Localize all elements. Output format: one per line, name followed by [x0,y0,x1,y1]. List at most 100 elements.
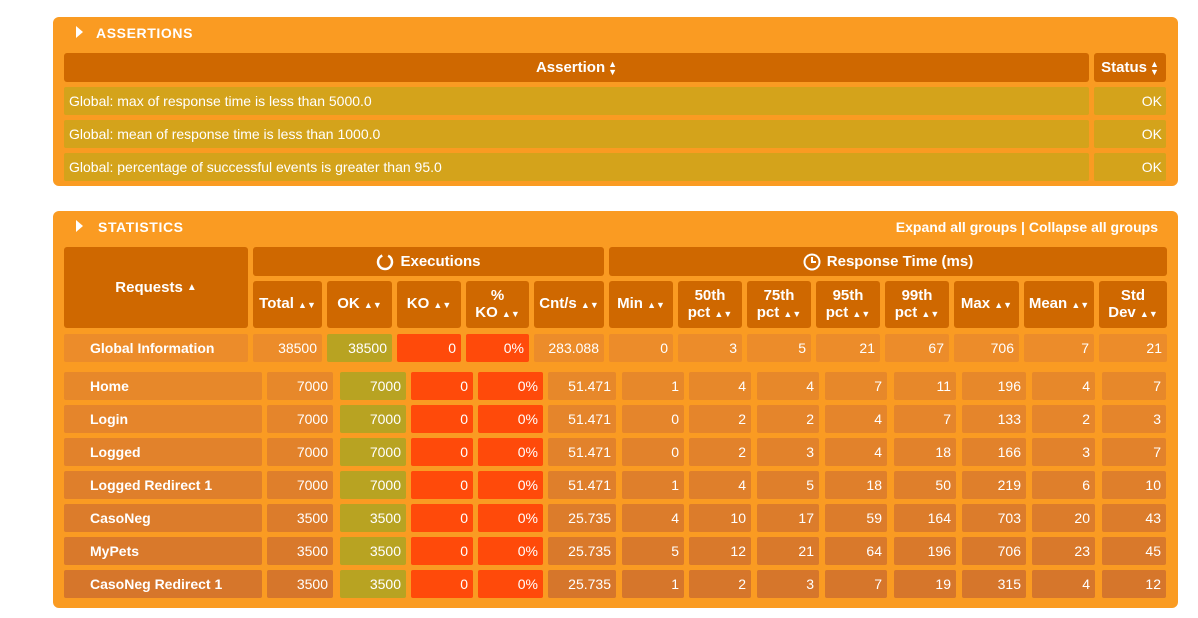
column-header-p99[interactable]: 99th pct99thpct ▲▼ [885,281,949,328]
column-header-text: 50th pct ▲▼ [687,286,733,321]
stat-cell-p95: 7 [825,372,887,400]
column-header-text: 75th pct ▲▼ [756,286,802,321]
stat-cell-ok: 7000 [340,471,406,499]
stat-cell-cnt-per-sec: 283.088 [534,334,604,362]
stat-cell-min: 1 [622,372,684,400]
column-header-std-dev[interactable]: Std DevStdDev ▲▼ [1099,281,1167,328]
assertion-status: OK [1094,153,1166,181]
collapse-triangle-icon[interactable] [76,220,83,232]
assertions-panel: ASSERTIONS Assertion ▲ ▼ Status ▲ ▼ Global: … [53,17,1178,186]
column-header-max[interactable]: MaxMax ▲▼ [954,281,1019,328]
stat-cell-p99: 67 [885,334,949,362]
stat-cell-p95: 4 [825,438,887,466]
executions-header-label: Executions [400,253,481,270]
assertion-column-header[interactable]: Assertion ▲ ▼ [64,53,1089,82]
request-name[interactable]: Global Information [64,334,248,362]
column-header-cnt-per-sec[interactable]: Cnt/sCnt/s ▲▼ [534,281,604,328]
stat-cell-cnt-per-sec: 51.471 [548,438,616,466]
stat-cell-max: 133 [962,405,1026,433]
stat-cell-mean: 23 [1032,537,1095,565]
assertions-title: ASSERTIONS [96,25,194,41]
stat-cell-p95: 21 [816,334,880,362]
request-name[interactable]: CasoNeg [64,504,262,532]
column-header-text: Mean ▲▼ [1028,295,1090,312]
stat-cell-ko: 0 [411,438,473,466]
collapse-all-link[interactable]: Collapse all groups [1028,219,1158,235]
stat-cell-cnt-per-sec: 25.735 [548,504,616,532]
request-name[interactable]: Login [64,405,262,433]
stat-cell-p50: 4 [689,372,751,400]
sort-arrows-icon: ▲ ▼ [608,58,618,77]
stat-cell-p75: 3 [757,570,819,598]
stat-cell-p50: 10 [689,504,751,532]
stat-cell-ok: 3500 [340,504,406,532]
stat-cell-mean: 4 [1032,372,1095,400]
stat-cell-p50: 2 [689,405,751,433]
sort-arrows-icon: ▲ ▼ [1149,58,1159,77]
request-name[interactable]: CasoNeg Redirect 1 [64,570,262,598]
column-header-total[interactable]: TotalTotal ▲▼ [253,281,322,328]
column-header-ok[interactable]: OKOK ▲▼ [327,281,392,328]
statistics-title: STATISTICS [98,219,184,235]
column-header-text: OK ▲▼ [337,295,382,312]
stat-cell-p99: 196 [894,537,956,565]
stat-cell-ok: 3500 [340,570,406,598]
stat-cell-p75: 4 [757,372,819,400]
assertion-status: OK [1094,87,1166,115]
column-header-min[interactable]: MinMin ▲▼ [609,281,673,328]
group-links: Expand all groups | Collapse all groups [896,219,1158,235]
stat-cell-pct-ko: 0% [478,504,543,532]
column-header-p95[interactable]: 95th pct95thpct ▲▼ [816,281,880,328]
column-header-text: Min ▲▼ [617,295,665,312]
stat-cell-ok: 38500 [327,334,392,362]
stat-cell-p50: 12 [689,537,751,565]
response-header-label: Response Time (ms) [826,253,974,270]
stat-cell-pct-ko: 0% [478,471,543,499]
request-name[interactable]: Logged Redirect 1 [64,471,262,499]
request-name[interactable]: Logged [64,438,262,466]
request-name[interactable]: Home [64,372,262,400]
stat-cell-pct-ko: 0% [478,405,543,433]
stat-cell-total: 7000 [267,471,333,499]
stat-cell-ko: 0 [411,405,473,433]
stat-cell-p75: 2 [757,405,819,433]
status-column-header[interactable]: Status ▲ ▼ [1094,53,1166,82]
stat-cell-total: 38500 [253,334,322,362]
column-header-text: Total ▲▼ [259,295,316,312]
stat-cell-max: 703 [962,504,1026,532]
column-header-text: Std Dev ▲▼ [1108,286,1158,321]
stat-cell-cnt-per-sec: 25.735 [548,537,616,565]
stat-cell-p95: 4 [825,405,887,433]
stat-cell-ok: 3500 [340,537,406,565]
stat-cell-min: 0 [609,334,673,362]
stat-cell-std-dev: 21 [1099,334,1167,362]
stat-cell-cnt-per-sec: 51.471 [548,405,616,433]
column-header-ko[interactable]: KOKO ▲▼ [397,281,461,328]
stat-cell-ko: 0 [397,334,461,362]
stat-cell-p75: 5 [747,334,811,362]
collapse-triangle-icon[interactable] [76,26,83,38]
stat-cell-cnt-per-sec: 51.471 [548,471,616,499]
expand-all-link[interactable]: Expand all groups [895,219,1018,235]
request-name[interactable]: MyPets [64,537,262,565]
column-header-mean[interactable]: MeanMean ▲▼ [1024,281,1094,328]
stat-cell-p50: 4 [689,471,751,499]
stat-cell-ko: 0 [411,570,473,598]
stat-cell-p75: 21 [757,537,819,565]
stat-cell-p99: 18 [894,438,956,466]
column-header-p75[interactable]: 75th pct75thpct ▲▼ [747,281,811,328]
column-header-p50[interactable]: 50th pct50thpct ▲▼ [678,281,742,328]
stat-cell-p50: 2 [689,570,751,598]
column-header-pct-ko[interactable]: % KO%KO ▲▼ [466,281,529,328]
stat-cell-p95: 18 [825,471,887,499]
stat-cell-min: 0 [622,405,684,433]
stat-cell-ok: 7000 [340,438,406,466]
stat-cell-total: 7000 [267,438,333,466]
requests-column-header[interactable]: Requests ▲ [64,247,248,328]
stat-cell-max: 196 [962,372,1026,400]
stat-cell-mean: 4 [1032,570,1095,598]
column-header-text: KO ▲▼ [406,295,452,312]
stat-cell-std-dev: 12 [1102,570,1166,598]
response-clock-icon [803,253,821,270]
stat-cell-std-dev: 7 [1102,372,1166,400]
